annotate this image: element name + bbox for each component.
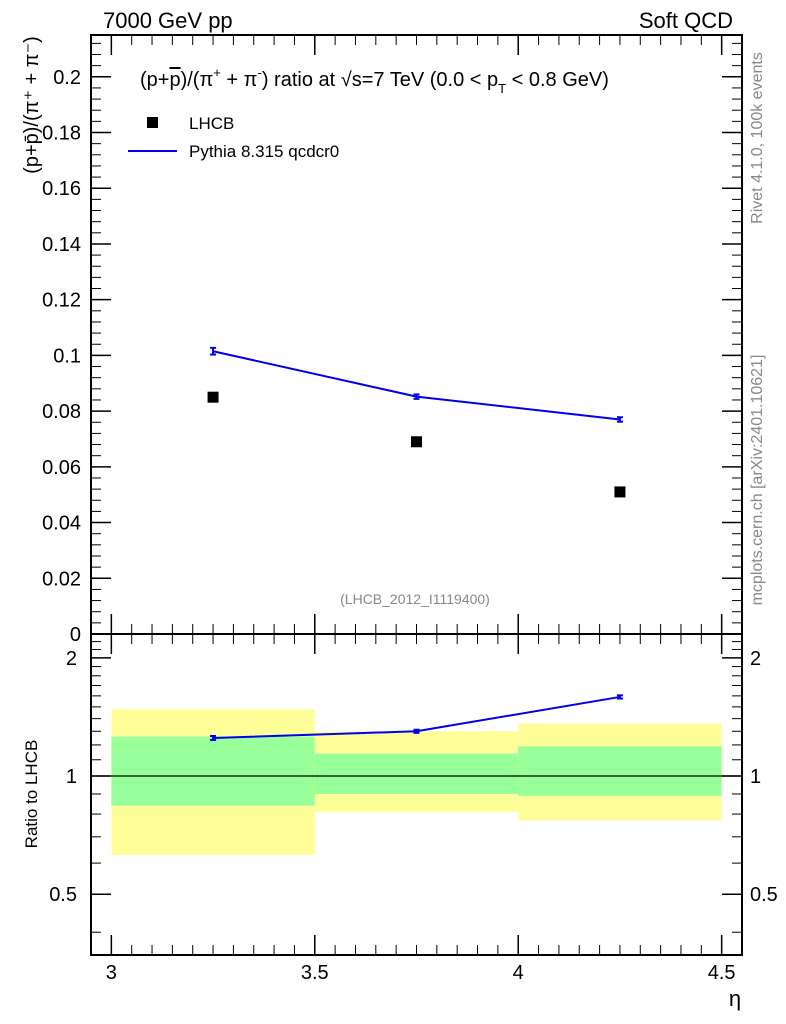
title-suffix: < 0.8 GeV): [506, 69, 609, 91]
y-tick-label: 0.06: [42, 457, 81, 479]
ratio-tick-label-left: 1: [66, 766, 77, 788]
title-plus-pi: + π: [221, 69, 258, 91]
y-tick-label: 0.18: [42, 123, 81, 145]
x-tick-label: 3.5: [301, 962, 329, 984]
ratio-tick-label-left: 0.5: [49, 884, 77, 906]
x-tick-label: 3: [106, 962, 117, 984]
legend-label-pythia: Pythia 8.315 qcdcr0: [189, 142, 339, 161]
y-tick-label: 0.1: [53, 345, 81, 367]
x-tick-label: 4.5: [708, 962, 736, 984]
y-tick-label: 0.12: [42, 290, 81, 312]
y-tick-label: 0.04: [42, 513, 81, 535]
y-tick-label: 0.2: [53, 67, 81, 89]
title-s-value: s=7 TeV (0.0 < p: [352, 69, 498, 91]
ratio-tick-label-right: 2: [750, 648, 761, 670]
rivet-version-label: Rivet 4.1.0, 100k events: [749, 52, 766, 224]
title-sqrt: √: [341, 69, 352, 91]
analysis-watermark: (LHCB_2012_I1119400): [340, 591, 490, 607]
green-band-0: [111, 736, 315, 806]
title-middle: )/(π: [181, 69, 214, 91]
ratio-tick-label-right: 0.5: [750, 884, 778, 906]
main-title: (p+p)/(π+ + π-) ratio at √s=7 TeV (0.0 <…: [140, 65, 609, 96]
green-band-2: [518, 746, 722, 796]
title-prefix: (p+: [140, 69, 169, 91]
ratio-panel-frame: [90, 633, 743, 956]
y-tick-label: 0.02: [42, 568, 81, 590]
main-panel-ticks: 0 0.02 0.04 0.06 0.08 0.1 0.12 0.14 0.16 0.18 0.2: [42, 35, 743, 646]
y-tick-label: 0.14: [42, 234, 81, 256]
ratio-tick-label-right: 1: [750, 766, 761, 788]
pythia-line: [212, 350, 621, 421]
y-tick-label: 0.08: [42, 401, 81, 423]
legend-label-lhcb: LHCB: [189, 114, 234, 133]
header-right-label: Soft QCD: [639, 8, 733, 33]
main-ylabel: (p+p̄)/(π⁺ + π⁻): [21, 36, 43, 174]
lhcb-data-point: [207, 391, 219, 403]
ratio-uncertainty-bands: [91, 709, 742, 855]
title-pbar: p: [169, 69, 180, 91]
y-tick-label: 0: [70, 624, 81, 646]
legend-marker-lhcb: [147, 117, 158, 128]
lhcb-data-point: [614, 486, 626, 498]
title-plus-sup: +: [213, 65, 221, 80]
green-band-1: [314, 753, 519, 794]
ratio-tick-label-left: 2: [66, 648, 77, 670]
main-panel-series: [207, 346, 626, 498]
ratio-panel-ticks: 0.5 0.5 1 1 2 2 3 3.5 4 4.5: [49, 634, 778, 984]
x-tick-label: 4: [513, 962, 524, 984]
y-tick-label: 0.16: [42, 178, 81, 200]
ratio-panel-series: [210, 694, 623, 742]
title-ratio-at: ) ratio at: [262, 69, 341, 91]
lhcb-data-point: [411, 436, 422, 448]
title-pt-sub: T: [498, 81, 506, 96]
header-left-label: 7000 GeV pp: [103, 8, 233, 33]
mcplots-site-label: mcplots.cern.ch [arXiv:2401.10621]: [749, 355, 766, 606]
title-minus-sup: -: [257, 65, 261, 80]
x-axis-label: η: [729, 986, 741, 1011]
ratio-ylabel: Ratio to LHCB: [22, 740, 41, 849]
